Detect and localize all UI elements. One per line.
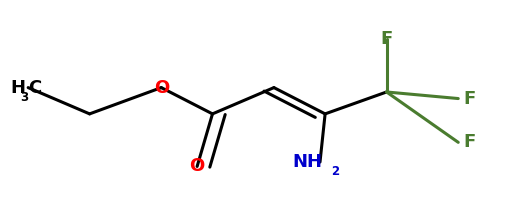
Text: F: F [380,30,393,48]
Text: NH: NH [292,153,322,171]
Text: O: O [189,157,205,175]
Text: F: F [463,90,476,108]
Text: 2: 2 [331,165,339,178]
Text: 3: 3 [20,91,29,104]
Text: C: C [28,79,41,97]
Text: F: F [463,133,476,151]
Text: H: H [11,79,26,97]
Text: O: O [154,79,169,97]
